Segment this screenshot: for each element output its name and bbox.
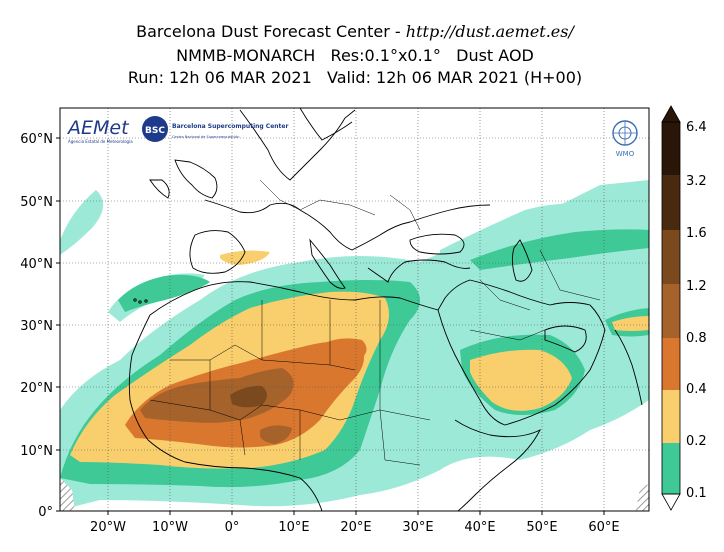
lat-label: 0° xyxy=(38,505,53,520)
colorbar-bin-1.2 xyxy=(662,284,680,338)
colorbar-bin-0.2 xyxy=(662,443,680,494)
missing-data-hatch-west xyxy=(60,478,75,511)
lat-label: 10°N xyxy=(20,444,53,459)
title-line-1: Barcelona Dust Forecast Center - http://… xyxy=(0,22,710,41)
lon-label: 60°E xyxy=(588,520,619,535)
bsc-logo-subtext: Centro Nacional de Supercomputación xyxy=(172,135,239,139)
map-frame xyxy=(59,107,650,512)
lat-label: 40°N xyxy=(20,257,53,272)
aod-colorbar: 6.4 3.2 1.6 1.2 0.8 0.4 0.2 0.1 xyxy=(661,105,707,511)
bsc-logo: BSC Barcelona Supercomputing Center Cent… xyxy=(142,116,288,142)
missing-data-hatch-east xyxy=(636,484,649,511)
colorbar-bin-1.6 xyxy=(662,230,680,284)
lon-label: 20°W xyxy=(90,520,126,535)
lon-label: 50°E xyxy=(526,520,557,535)
title-line-2: NMMB-MONARCH Res:0.1°x0.1° Dust AOD xyxy=(176,46,534,65)
lat-label: 60°N xyxy=(20,132,53,147)
lat-label: 20°N xyxy=(20,381,53,396)
bsc-logo-badge: BSC xyxy=(145,126,165,136)
title-line-3: Run: 12h 06 MAR 2021 Valid: 12h 06 MAR 2… xyxy=(127,68,583,87)
colorbar-bin-0.4 xyxy=(662,390,680,443)
lon-label: 20°E xyxy=(340,520,371,535)
lat-label: 50°N xyxy=(20,195,53,210)
country-borders xyxy=(149,179,601,466)
wmo-logo-text: WMO xyxy=(616,150,635,158)
colorbar-bin-3.2 xyxy=(662,175,680,230)
lon-label: 40°E xyxy=(464,520,495,535)
colorbar-label: 6.4 xyxy=(686,120,707,135)
axis-ticks xyxy=(56,137,605,515)
wmo-logo: WMO xyxy=(612,120,638,158)
colorbar-label: 0.8 xyxy=(686,331,707,346)
lon-label: 30°E xyxy=(402,520,433,535)
colorbar-bin-6.4 xyxy=(662,122,680,175)
coastlines xyxy=(128,108,643,511)
aemet-logo: AEMet Agencia Estatal de Meteorología xyxy=(66,117,133,144)
lat-labels: 60°N 50°N 40°N 30°N 20°N 10°N 0° xyxy=(20,132,53,520)
lon-label: 10°E xyxy=(278,520,309,535)
colorbar-label: 0.4 xyxy=(686,382,707,397)
lon-label: 0° xyxy=(225,520,240,535)
map-area xyxy=(60,108,649,511)
aemet-logo-subtext: Agencia Estatal de Meteorología xyxy=(68,139,133,144)
title-prefix: Barcelona Dust Forecast Center - xyxy=(136,22,406,41)
colorbar-bin-0.8 xyxy=(662,338,680,390)
bsc-logo-circle xyxy=(142,116,168,142)
aemet-logo-text: AEMet xyxy=(66,117,130,139)
colorbar-label: 0.1 xyxy=(686,486,707,501)
aod-field-1.6 xyxy=(230,385,267,408)
colorbar-label: 3.2 xyxy=(686,174,707,189)
colorbar-bottom-extend xyxy=(661,493,681,511)
colorbar-top-extend xyxy=(661,105,681,123)
bsc-logo-text: Barcelona Supercomputing Center xyxy=(172,123,288,130)
lon-labels: 20°W 10°W 0° 10°E 20°E 30°E 40°E 50°E 60… xyxy=(90,520,620,535)
graticule xyxy=(60,108,649,511)
lat-label: 30°N xyxy=(20,319,53,334)
colorbar-label: 0.2 xyxy=(686,434,707,449)
aod-field-1.2 xyxy=(140,368,294,444)
colorbar-label: 1.2 xyxy=(686,279,707,294)
lon-label: 10°W xyxy=(152,520,188,535)
title-url[interactable]: http://dust.aemet.es/ xyxy=(405,22,574,41)
colorbar-label: 1.6 xyxy=(686,226,707,241)
